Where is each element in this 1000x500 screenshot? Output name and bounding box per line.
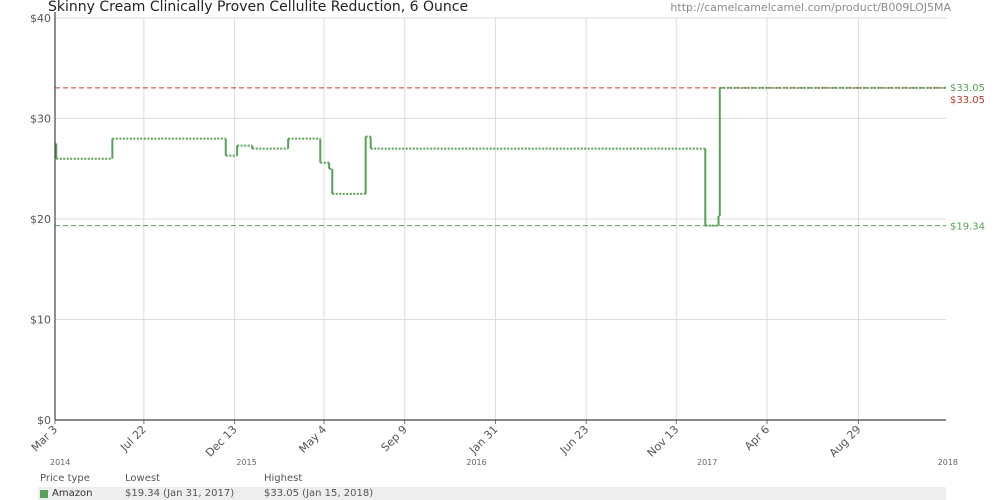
x-tick-label: Mar 3 bbox=[29, 423, 60, 454]
legend-highest-value: $33.05 (Jan 15, 2018) bbox=[264, 488, 374, 499]
x-tick-label: Jun 23 bbox=[557, 423, 591, 457]
year-label: 2015 bbox=[236, 458, 256, 467]
series bbox=[55, 86, 946, 227]
legend-header-highest: Highest bbox=[264, 473, 303, 484]
price-legend: Price type Lowest Highest Amazon $19.34 … bbox=[38, 472, 946, 500]
x-tick-label: Sep 9 bbox=[379, 423, 410, 454]
legend-row-amazon[interactable]: Amazon $19.34 (Jan 31, 2017) $33.05 (Jan… bbox=[38, 487, 946, 500]
year-label: 2017 bbox=[697, 458, 717, 467]
y-tick-label: $40 bbox=[30, 12, 51, 25]
y-tick-label: $20 bbox=[30, 213, 51, 226]
reference-lines: $33.05$33.05 $19.34 bbox=[55, 83, 985, 233]
y-tick-label: $0 bbox=[37, 414, 51, 427]
legend-series-name: Amazon bbox=[52, 488, 93, 499]
year-label: 2014 bbox=[50, 458, 70, 467]
y-tick-label: $30 bbox=[30, 113, 51, 126]
x-tick-label: May 4 bbox=[296, 423, 329, 456]
current-price-label: $33.05 bbox=[950, 83, 985, 94]
chart-title: Skinny Cream Clinically Proven Cellulite… bbox=[48, 0, 469, 15]
legend-header-lowest: Lowest bbox=[125, 473, 160, 484]
legend-swatch-amazon bbox=[40, 490, 48, 498]
legend-lowest-value: $19.34 (Jan 31, 2017) bbox=[125, 488, 235, 499]
x-tick-label: Dec 13 bbox=[203, 423, 240, 460]
x-tick-label: Nov 13 bbox=[645, 423, 682, 460]
y-tick-label: $10 bbox=[30, 314, 51, 327]
x-tick-label: Aug 29 bbox=[827, 423, 864, 460]
x-tick-label: Apr 6 bbox=[742, 423, 772, 453]
source-url[interactable]: http://camelcamelcamel.com/product/B009L… bbox=[670, 1, 951, 14]
x-tick-label: Jan 31 bbox=[466, 423, 500, 457]
year-label: 2018 bbox=[938, 458, 958, 467]
grid bbox=[54, 17, 946, 421]
highest-price-label: $33.05 bbox=[950, 95, 985, 106]
x-tick-label: Jul 22 bbox=[117, 423, 149, 455]
axes: $0 $10 $20 $30 $40 Mar 3 Jul 22 Dec 13 May 4 Sep … bbox=[29, 12, 958, 467]
lowest-price-label: $19.34 bbox=[950, 222, 985, 233]
legend-header-price-type: Price type bbox=[40, 473, 90, 484]
year-label: 2016 bbox=[466, 458, 486, 467]
